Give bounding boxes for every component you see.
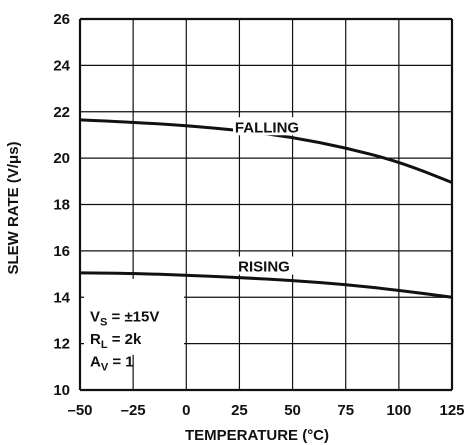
series-line-rising: [79, 271, 453, 299]
y-tick-label: 18: [53, 197, 70, 214]
x-tick-label: 100: [386, 402, 411, 419]
x-tick-label: –25: [121, 402, 146, 419]
tick-labels: –50 –25 0 25 50 75 100 125 10 12 14 16 18 20 22 24 26: [53, 11, 464, 419]
x-tick-label: 75: [337, 402, 354, 419]
y-tick-label: 24: [53, 57, 70, 74]
x-tick-label: 0: [182, 402, 190, 419]
x-tick-label: 25: [231, 402, 248, 419]
y-axis-label: SLEW RATE (V/μs): [5, 141, 22, 274]
x-tick-label: –50: [67, 402, 92, 419]
conditions-bg: [84, 278, 184, 355]
series-label-falling: FALLING: [235, 119, 299, 136]
y-tick-label: 22: [53, 104, 70, 121]
x-tick-label: 125: [439, 402, 464, 419]
y-tick-label: 20: [53, 150, 70, 167]
series-label-bg: [233, 117, 301, 136]
x-tick-label: 50: [284, 402, 301, 419]
series-label-bg: [230, 256, 298, 275]
condition-line: VS = ±15V: [90, 308, 159, 328]
y-tick-label: 10: [53, 382, 70, 399]
y-tick-label: 14: [53, 289, 70, 306]
series-label-rising: RISING: [238, 259, 290, 276]
y-tick-label: 16: [53, 243, 70, 260]
x-axis-label: TEMPERATURE (°C): [185, 427, 329, 444]
series-labels: FALLING RISING: [230, 117, 301, 276]
y-tick-label: 12: [53, 336, 70, 353]
condition-line: RL = 2k: [90, 331, 142, 351]
condition-line: AV = 1: [90, 353, 134, 373]
y-tick-label: 26: [53, 11, 70, 28]
